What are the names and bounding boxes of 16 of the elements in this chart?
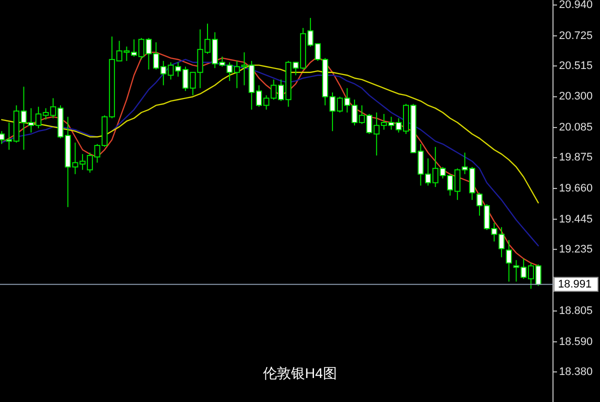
y-tick-label: 19.445 <box>559 213 593 226</box>
y-tick-label: 20.085 <box>559 122 593 134</box>
y-tick-label: 18.805 <box>559 304 593 317</box>
y-tick-label: 20.515 <box>559 60 593 72</box>
y-tick-label: 19.235 <box>559 243 593 256</box>
y-tick-label: 20.725 <box>559 30 593 42</box>
y-tick-label: 20.940 <box>559 0 593 12</box>
y-tick-label: 18.380 <box>559 366 593 378</box>
ref-line-label: 18.991 <box>558 278 592 290</box>
y-tick-label: 20.300 <box>559 90 593 103</box>
candlestick <box>506 240 512 282</box>
y-tick-label: 19.660 <box>559 182 593 194</box>
line-series <box>1 64 539 204</box>
y-tick-label: 19.875 <box>559 152 593 164</box>
text: 伦敦银H4图 <box>263 365 337 381</box>
y-tick-label: 18.590 <box>559 336 593 348</box>
